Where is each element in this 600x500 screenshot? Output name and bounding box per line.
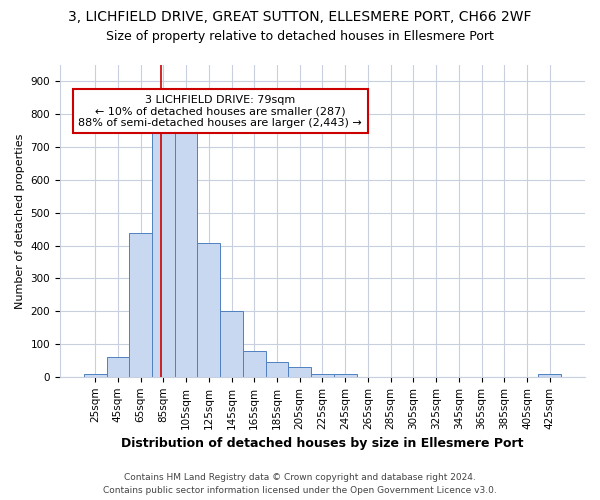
Bar [84,374,107,377]
Bar [107,357,129,377]
Y-axis label: Number of detached properties: Number of detached properties [15,133,25,308]
Text: 3, LICHFIELD DRIVE, GREAT SUTTON, ELLESMERE PORT, CH66 2WF: 3, LICHFIELD DRIVE, GREAT SUTTON, ELLESM… [68,10,532,24]
Text: Size of property relative to detached houses in Ellesmere Port: Size of property relative to detached ho… [106,30,494,43]
X-axis label: Distribution of detached houses by size in Ellesmere Port: Distribution of detached houses by size … [121,437,524,450]
Bar [311,374,334,377]
Bar [129,233,152,377]
Bar [243,351,266,377]
Bar [289,367,311,377]
Text: 3 LICHFIELD DRIVE: 79sqm
← 10% of detached houses are smaller (287)
88% of semi-: 3 LICHFIELD DRIVE: 79sqm ← 10% of detach… [78,94,362,128]
Text: Contains HM Land Registry data © Crown copyright and database right 2024.
Contai: Contains HM Land Registry data © Crown c… [103,474,497,495]
Bar [197,243,220,377]
Bar [152,130,175,377]
Bar [538,374,561,377]
Bar [220,311,243,377]
Bar [334,374,356,377]
Bar [175,130,197,377]
Bar [266,362,289,377]
